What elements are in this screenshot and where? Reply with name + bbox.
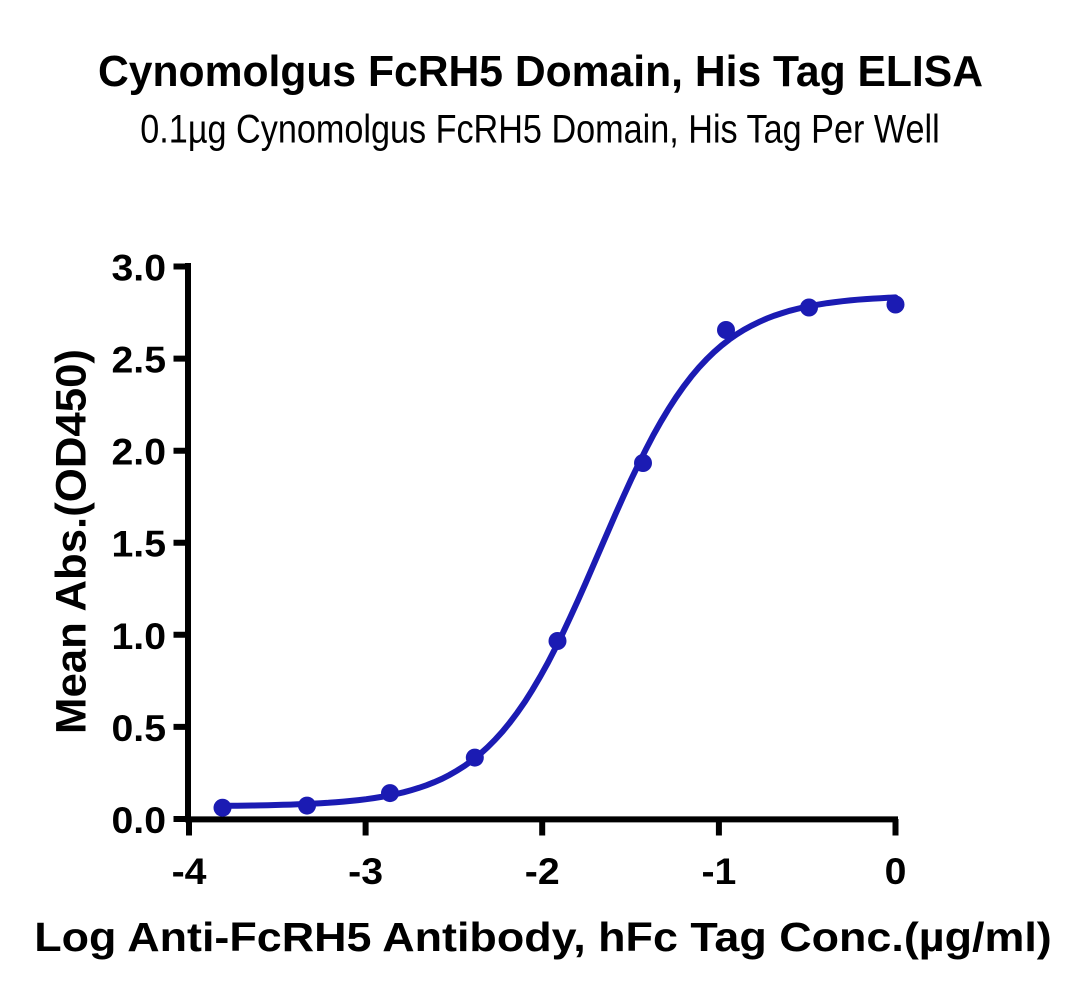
svg-text:3.0: 3.0: [111, 248, 166, 290]
svg-text:-4: -4: [172, 851, 207, 893]
svg-text:Log Anti-FcRH5 Antibody, hFc T: Log Anti-FcRH5 Antibody, hFc Tag Conc.(µ…: [34, 915, 1051, 961]
svg-text:2.0: 2.0: [111, 432, 166, 474]
svg-text:-3: -3: [348, 851, 383, 893]
svg-text:-2: -2: [525, 851, 560, 893]
svg-text:0.1µg Cynomolgus FcRH5 Domain,: 0.1µg Cynomolgus FcRH5 Domain, His Tag P…: [140, 106, 939, 151]
svg-text:0.0: 0.0: [111, 800, 166, 842]
svg-text:0: 0: [885, 851, 907, 893]
svg-text:1.0: 1.0: [111, 616, 166, 658]
svg-text:2.5: 2.5: [111, 340, 166, 382]
svg-text:-1: -1: [701, 851, 736, 893]
svg-text:Mean Abs.(OD450): Mean Abs.(OD450): [48, 349, 96, 734]
svg-text:1.5: 1.5: [111, 524, 166, 566]
svg-text:Cynomolgus FcRH5 Domain, His T: Cynomolgus FcRH5 Domain, His Tag ELISA: [98, 47, 983, 96]
svg-text:0.5: 0.5: [111, 708, 166, 750]
